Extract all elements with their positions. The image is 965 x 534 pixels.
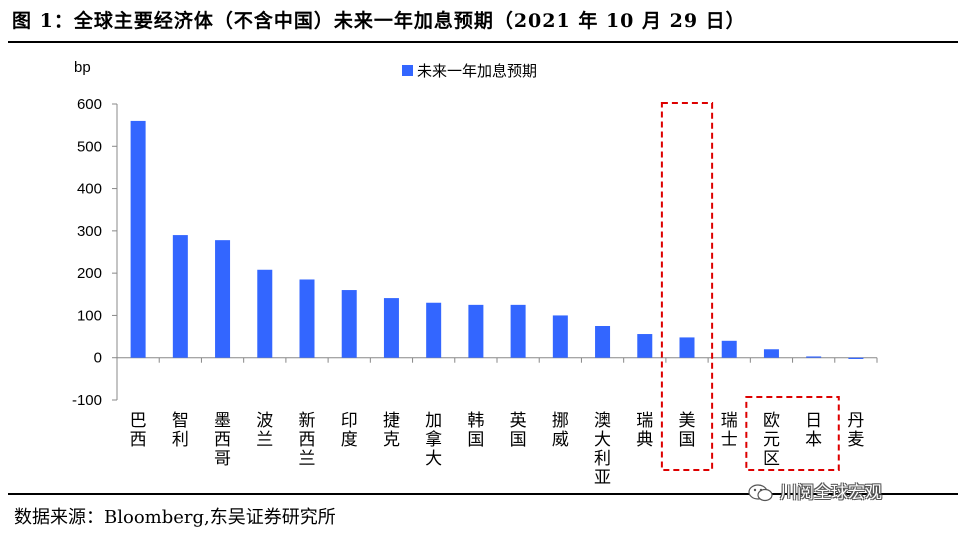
category-label-波兰: 波兰 xyxy=(256,411,273,450)
category-label-瑞典: 瑞典 xyxy=(636,411,653,450)
category-label-欧元区: 欧元区 xyxy=(763,411,780,469)
bar-欧元区 xyxy=(763,349,779,358)
watermark-text: 川阅全球宏观 xyxy=(780,483,882,503)
y-tick-label: 500 xyxy=(77,138,102,155)
y-axis-title: bp xyxy=(74,59,91,76)
category-label-日本: 日本 xyxy=(805,411,822,450)
category-label-墨西哥: 墨西哥 xyxy=(214,411,231,469)
legend-swatch xyxy=(402,65,413,76)
highlight-box-欧元区-日本 xyxy=(745,396,840,471)
highlight-box-美国 xyxy=(660,102,714,471)
bottom-rule xyxy=(8,493,958,495)
top-rule xyxy=(8,41,958,43)
y-tick-label: 0 xyxy=(94,350,102,367)
bar-日本 xyxy=(806,356,822,358)
category-label-挪威: 挪威 xyxy=(552,411,569,450)
category-label-韩国: 韩国 xyxy=(467,411,484,450)
bar-澳大利亚 xyxy=(595,326,611,358)
category-label-捷克: 捷克 xyxy=(383,411,400,450)
bar-瑞典 xyxy=(637,334,653,358)
bar-捷克 xyxy=(383,298,399,358)
category-label-英国: 英国 xyxy=(510,411,527,450)
bar-波兰 xyxy=(257,269,273,358)
category-label-加拿大: 加拿大 xyxy=(425,411,442,469)
category-label-新西兰: 新西兰 xyxy=(299,411,316,469)
bar-智利 xyxy=(172,235,188,358)
y-tick-label: -100 xyxy=(72,392,102,409)
category-label-美国: 美国 xyxy=(679,411,696,450)
category-label-澳大利亚: 澳大利亚 xyxy=(594,411,611,488)
y-tick-label: 300 xyxy=(77,223,102,240)
bar-瑞士 xyxy=(721,340,737,358)
bar-巴西 xyxy=(130,120,146,358)
category-label-印度: 印度 xyxy=(341,411,358,450)
chart-bars xyxy=(130,120,864,359)
bar-印度 xyxy=(341,290,357,358)
bar-新西兰 xyxy=(299,279,315,358)
bar-挪威 xyxy=(552,315,568,358)
bar-英国 xyxy=(510,304,526,358)
bar-丹麦 xyxy=(848,357,864,359)
bar-墨西哥 xyxy=(215,240,231,358)
figure-title: 图 1：全球主要经济体（不含中国）未来一年加息预期（2021 年 10 月 29… xyxy=(12,10,746,32)
bar-美国 xyxy=(679,337,695,358)
wechat-icon xyxy=(748,484,773,502)
y-tick-label: 400 xyxy=(77,181,102,198)
y-tick-label: 600 xyxy=(77,96,102,113)
watermark: 川阅全球宏观 xyxy=(748,478,882,503)
bar-韩国 xyxy=(468,304,484,358)
highlight-boxes xyxy=(660,102,840,471)
source-note: 数据来源：Bloomberg,东吴证券研究所 xyxy=(14,507,336,528)
category-label-智利: 智利 xyxy=(172,411,189,450)
bar-加拿大 xyxy=(426,302,442,358)
y-tick-label: 100 xyxy=(77,307,102,324)
category-label-丹麦: 丹麦 xyxy=(847,411,864,450)
legend-label: 未来一年加息预期 xyxy=(417,62,537,80)
y-tick-label: 200 xyxy=(77,265,102,282)
category-label-巴西: 巴西 xyxy=(130,411,147,450)
chart-legend: 未来一年加息预期 xyxy=(402,62,537,80)
category-label-瑞士: 瑞士 xyxy=(721,411,738,450)
